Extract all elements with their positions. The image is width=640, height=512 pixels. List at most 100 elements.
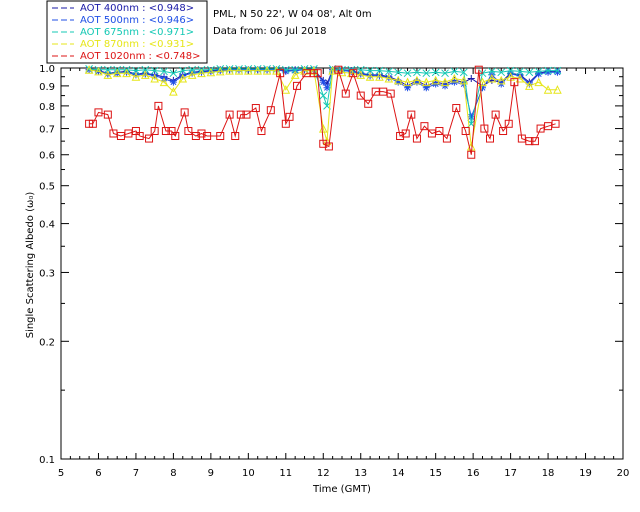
data-point [141, 65, 150, 74]
data-point [180, 108, 189, 117]
series-layer [84, 64, 562, 159]
data-point [150, 127, 159, 136]
data-point [347, 67, 355, 75]
y-tick-label: 0.8 [39, 102, 55, 113]
data-point [140, 70, 150, 79]
data-point [135, 132, 144, 141]
data-point [467, 75, 475, 83]
data-point [396, 132, 405, 141]
data-point [491, 110, 500, 119]
data-point [178, 66, 187, 75]
data-point [257, 127, 266, 136]
x-tick-label: 20 [617, 468, 630, 479]
data-point [184, 127, 193, 136]
data-point [413, 78, 421, 86]
data-point [394, 68, 403, 77]
data-point [394, 78, 402, 86]
data-point [112, 68, 122, 78]
data-point [206, 67, 216, 77]
data-point [420, 122, 429, 131]
data-point [384, 73, 394, 83]
data-point [103, 110, 112, 119]
data-point [421, 77, 431, 87]
data-point [467, 113, 475, 121]
data-point [225, 65, 234, 75]
series-line [89, 68, 558, 124]
data-point [341, 89, 350, 98]
data-point [150, 66, 159, 75]
legend-entry: AOT 870nm : <0.931> [80, 39, 194, 50]
x-axis-label: Time (GMT) [312, 484, 371, 495]
data-point [407, 110, 416, 119]
data-point [337, 67, 347, 77]
data-point [231, 132, 240, 141]
data-point [366, 72, 374, 80]
data-point [553, 68, 561, 76]
data-point [485, 134, 494, 143]
data-point [440, 77, 450, 87]
x-tick-label: 17 [504, 468, 517, 479]
data-point [198, 68, 205, 76]
data-point [393, 75, 403, 85]
data-point [412, 134, 421, 143]
data-point [178, 73, 188, 83]
x-tick-label: 12 [317, 468, 330, 479]
data-point [375, 72, 384, 81]
data-point [459, 68, 468, 77]
data-point [319, 91, 328, 100]
data-point [150, 73, 159, 83]
data-point [334, 65, 343, 74]
data-point [169, 78, 177, 86]
data-point [226, 66, 234, 74]
y-tick-label: 1.0 [39, 64, 55, 75]
series-4 [85, 65, 560, 159]
data-point [159, 77, 169, 87]
data-point [215, 66, 225, 76]
data-point [291, 65, 300, 74]
data-point [431, 68, 440, 77]
data-point [323, 84, 331, 92]
data-point [251, 104, 260, 113]
data-point [123, 68, 131, 76]
y-tick-label: 0.1 [39, 455, 55, 466]
data-point [403, 77, 412, 87]
data-point [478, 77, 487, 87]
data-point [188, 65, 196, 74]
data-point [534, 67, 543, 76]
data-point [431, 75, 440, 85]
data-point [386, 89, 395, 98]
data-point [543, 85, 553, 94]
x-tick-label: 11 [279, 468, 292, 479]
y-tick-label: 0.6 [39, 151, 55, 162]
data-point [276, 69, 285, 78]
y-tick-label: 0.5 [39, 182, 55, 193]
data-point [525, 81, 534, 90]
data-point [488, 67, 496, 76]
data-point [285, 112, 294, 121]
data-point [88, 119, 97, 128]
data-point [103, 65, 112, 74]
data-point [282, 67, 290, 75]
data-point [318, 123, 328, 133]
data-point [197, 129, 206, 138]
data-point [544, 68, 552, 76]
data-point [534, 77, 544, 87]
data-point [510, 78, 519, 87]
data-point [319, 78, 327, 86]
data-point [551, 119, 560, 128]
data-point [356, 91, 365, 100]
data-point [450, 73, 459, 83]
data-point [499, 127, 508, 136]
data-point [413, 68, 421, 77]
data-point [263, 66, 271, 74]
x-tick-label: 9 [208, 468, 214, 479]
data-point [384, 67, 393, 76]
data-point [435, 127, 444, 136]
data-point [244, 66, 252, 74]
data-point [235, 66, 243, 74]
data-point [364, 99, 373, 108]
data-point [154, 101, 163, 110]
data-point [535, 70, 543, 78]
series-line [89, 69, 558, 119]
